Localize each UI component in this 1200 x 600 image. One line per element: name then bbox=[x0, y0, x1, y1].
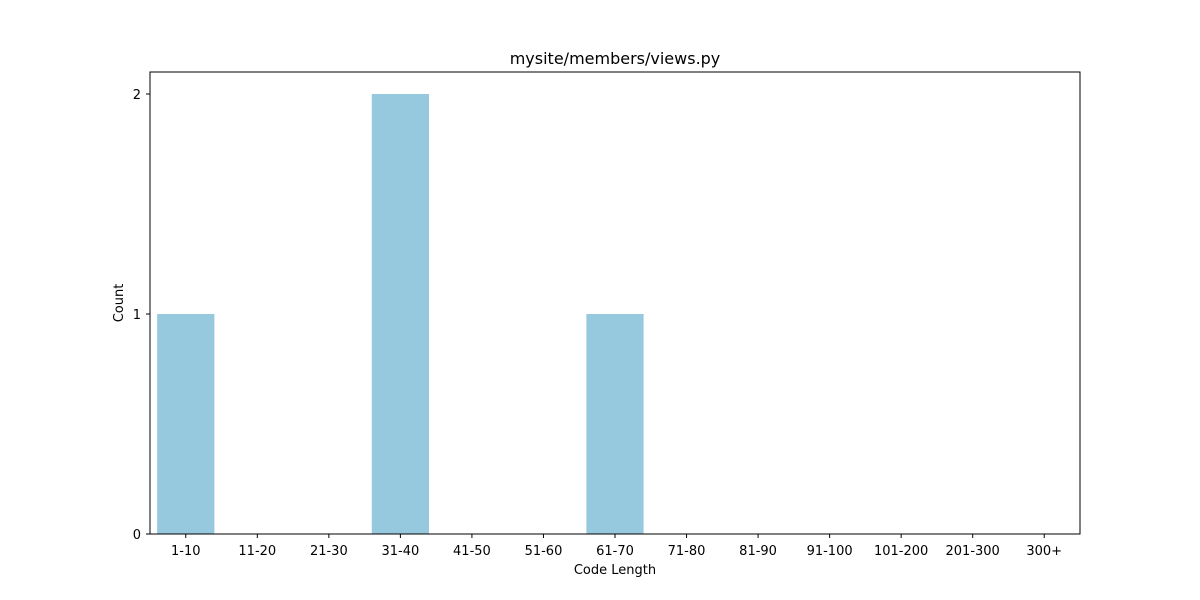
y-tick-label: 2 bbox=[133, 88, 141, 103]
x-tick-label: 21-30 bbox=[310, 544, 348, 559]
chart-title: mysite/members/views.py bbox=[510, 49, 721, 68]
y-tick-label: 1 bbox=[133, 308, 141, 323]
x-tick-label: 81-90 bbox=[739, 544, 777, 559]
y-axis-label: Count bbox=[112, 284, 127, 323]
x-tick-label: 61-70 bbox=[596, 544, 634, 559]
bars-group bbox=[157, 94, 643, 534]
x-tick-label: 300+ bbox=[1026, 544, 1062, 559]
y-axis: 0 1 2 bbox=[133, 88, 150, 543]
bar-1-10 bbox=[157, 314, 214, 534]
x-axis: 1-10 11-20 21-30 31-40 41-50 51-60 61-70 71-80 8… bbox=[171, 534, 1062, 559]
x-tick-label: 91-100 bbox=[807, 544, 853, 559]
x-tick-label: 11-20 bbox=[238, 544, 276, 559]
x-axis-label: Code Length bbox=[574, 563, 656, 578]
x-tick-label: 101-200 bbox=[874, 544, 928, 559]
x-tick-label: 201-300 bbox=[946, 544, 1000, 559]
bar-31-40 bbox=[372, 94, 429, 534]
x-tick-label: 51-60 bbox=[525, 544, 563, 559]
y-tick-label: 0 bbox=[133, 528, 141, 543]
x-tick-label: 1-10 bbox=[171, 544, 201, 559]
x-tick-label: 31-40 bbox=[381, 544, 419, 559]
bar-61-70 bbox=[586, 314, 643, 534]
x-tick-label: 71-80 bbox=[668, 544, 706, 559]
x-tick-label: 41-50 bbox=[453, 544, 491, 559]
